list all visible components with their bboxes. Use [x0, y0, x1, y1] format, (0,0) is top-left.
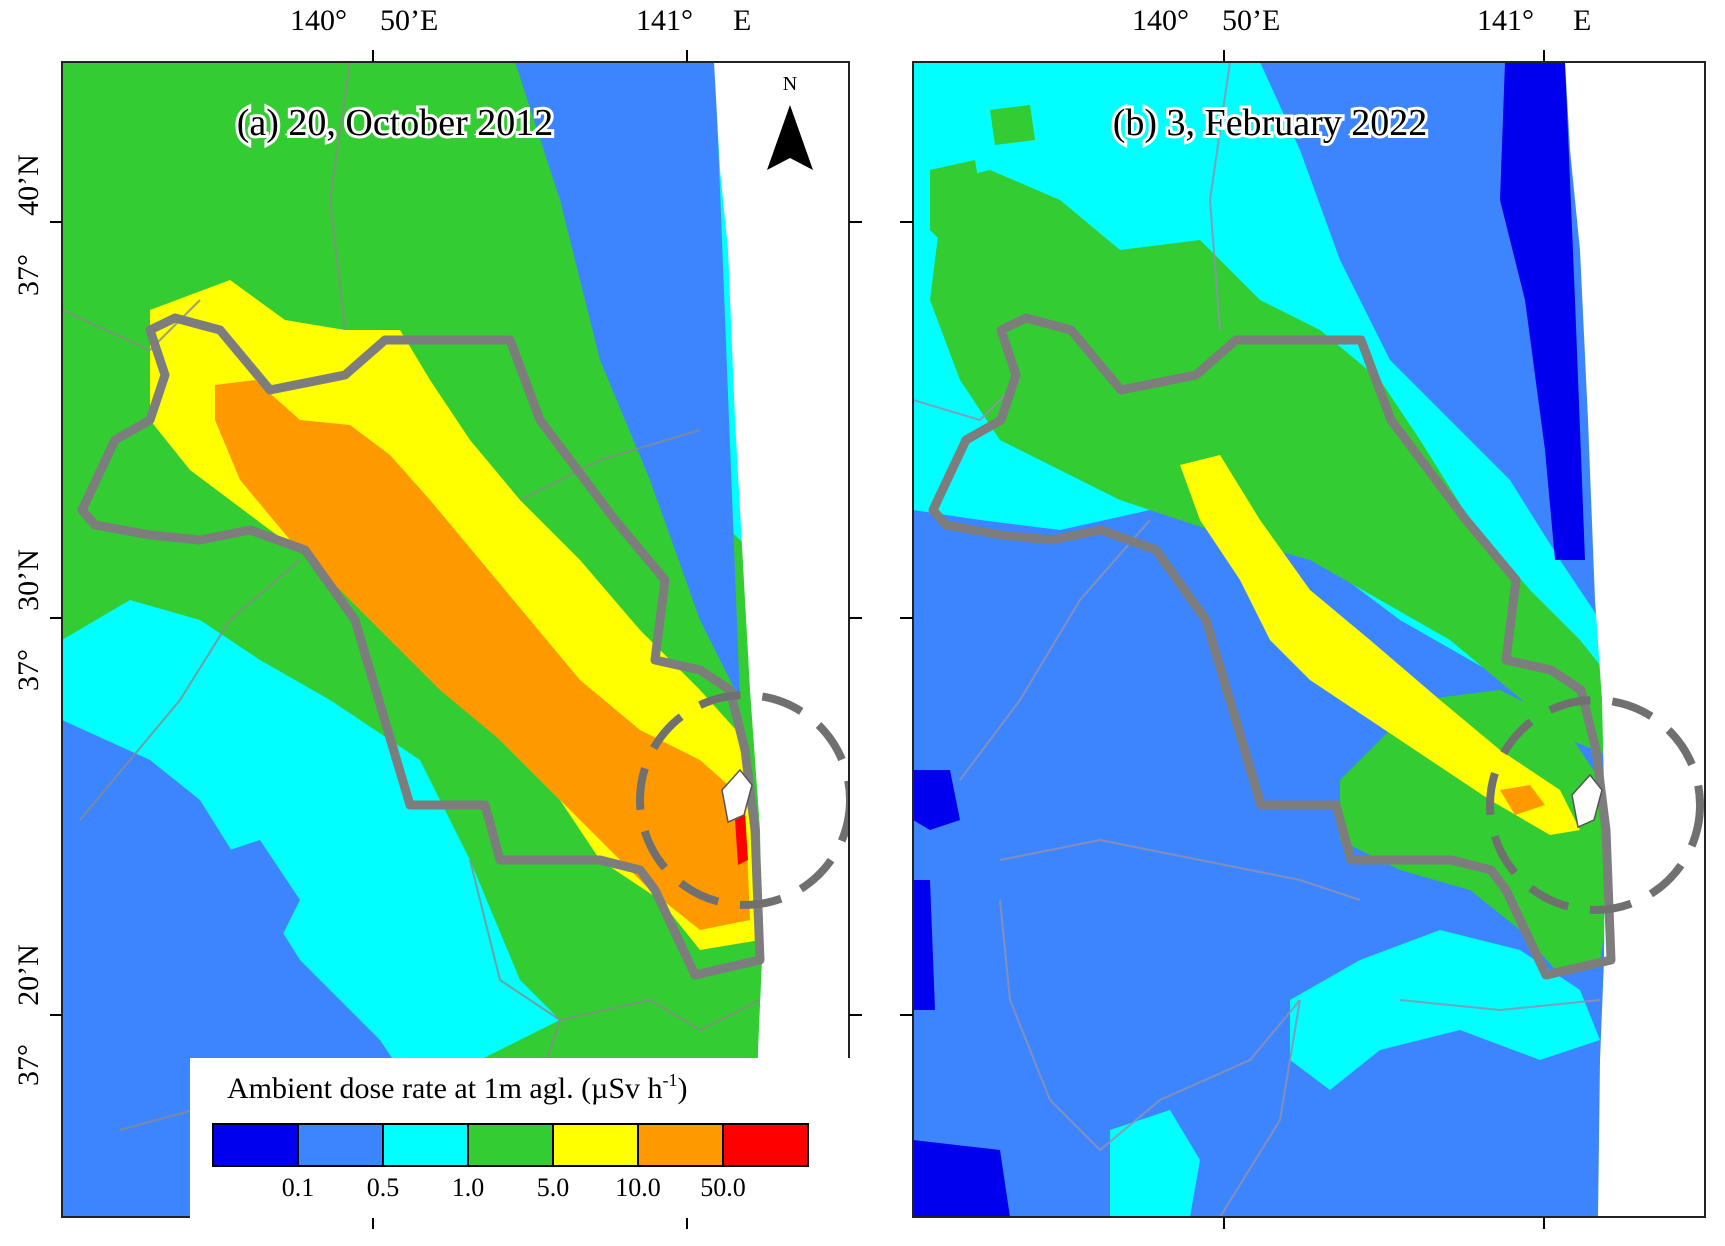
dose-layer-10-50-b [1500, 785, 1545, 815]
legend-tick-label: 50.0 [700, 1173, 746, 1202]
lon-ticks-a [372, 50, 688, 1229]
dose-layer-below-0.1-sw-b [913, 1140, 1010, 1217]
dose-layer-below-0.1-coast-b [1500, 62, 1585, 560]
municipal-boundaries-b [913, 62, 1601, 1217]
panel-title-b: (b) 3, February 2022 [1113, 102, 1427, 144]
legend-tick-labels: 0.1 0.5 1.0 5.0 10.0 50.0 [282, 1173, 746, 1202]
npp-site-b [1571, 773, 1603, 829]
legend-swatch-5 [637, 1123, 724, 1167]
legend-swatch-0 [212, 1123, 299, 1167]
dose-layer-1-5-north-b [930, 170, 1640, 760]
lon-label-140-b: 140° [1132, 4, 1189, 37]
dose-layer-below-0.1-west-b [913, 770, 960, 830]
legend-swatch-6 [722, 1123, 809, 1167]
lon-label-e-a: E [733, 4, 751, 37]
legend-swatch-3 [467, 1123, 554, 1167]
lon-label-50e-b: 50’E [1222, 4, 1280, 37]
dose-layer-over-50-a [735, 815, 748, 865]
dose-layer-0.1-0.5-north-a [515, 62, 740, 700]
dose-layer-0.5-1-south-b [1290, 930, 1600, 1090]
dose-layer-0.1-0.5-south2-a [200, 840, 300, 960]
sea-area-b [1565, 62, 1705, 1217]
dose-layer-5-10-plume-b [1180, 455, 1580, 835]
lat-ticks-b [900, 221, 913, 1016]
lon-label-141-b: 141° [1477, 4, 1534, 37]
sea-area-a [714, 62, 849, 1217]
legend: Ambient dose rate at 1m agl. (µSv h-1) 0… [190, 1058, 850, 1218]
dose-layer-10-50-plume-a [215, 380, 750, 930]
dose-layer-1-5-nw-spot-b [930, 160, 985, 250]
legend-tick-label: 0.5 [367, 1173, 400, 1202]
lon-ticks-b [1223, 50, 1545, 1229]
legend-title: Ambient dose rate at 1m agl. (µSv h-1) [227, 1070, 688, 1105]
legend-tick-label: 0.1 [282, 1173, 315, 1202]
lat-label-40n: 40’N [12, 154, 45, 216]
legend-tick-label: 5.0 [537, 1173, 570, 1202]
lon-label-50e-a: 50’E [380, 4, 438, 37]
dose-layer-1-5-nw-spot2-b [990, 105, 1035, 145]
map-panel-a: 140° 50’E 141° E 37° 40’N 37° 30’N 37° 2… [12, 4, 862, 1229]
map-frame-b [912, 61, 1706, 1218]
lat-label-37-top: 37° [12, 254, 45, 296]
lat-label-37-mid: 37° [12, 649, 45, 691]
lon-label-141-a: 141° [636, 4, 693, 37]
lat-label-20n: 20’N [12, 944, 45, 1006]
lat-label-37-bottom: 37° [12, 1044, 45, 1086]
legend-color-bar [212, 1123, 809, 1167]
dose-layer-0.5-1-sw-b [1110, 1110, 1200, 1217]
panel-title-a: (a) 20, October 2012 [237, 102, 554, 144]
dose-layer-below-0.1-west2-b [913, 880, 935, 1010]
north-arrow-label: N [783, 73, 797, 95]
north-arrow-icon: N [767, 73, 813, 170]
legend-tick-label: 10.0 [615, 1173, 661, 1202]
lat-label-30n: 30’N [12, 549, 45, 611]
lat-ticks-a [50, 221, 862, 1016]
lon-label-e-b: E [1573, 4, 1591, 37]
legend-swatch-1 [297, 1123, 384, 1167]
legend-tick-label: 1.0 [452, 1173, 485, 1202]
npp-20km-circle-b [1486, 696, 1704, 914]
legend-swatch-4 [552, 1123, 639, 1167]
dose-layer-1-5-south-b [1340, 690, 1610, 975]
npp-site-a [721, 768, 753, 824]
npp-20km-circle-a [636, 691, 849, 909]
map-panel-b: 140° 50’E 141° E (b) 3, February 2022 [900, 4, 1706, 1229]
legend-swatch-2 [382, 1123, 469, 1167]
lon-label-140-a: 140° [290, 4, 347, 37]
